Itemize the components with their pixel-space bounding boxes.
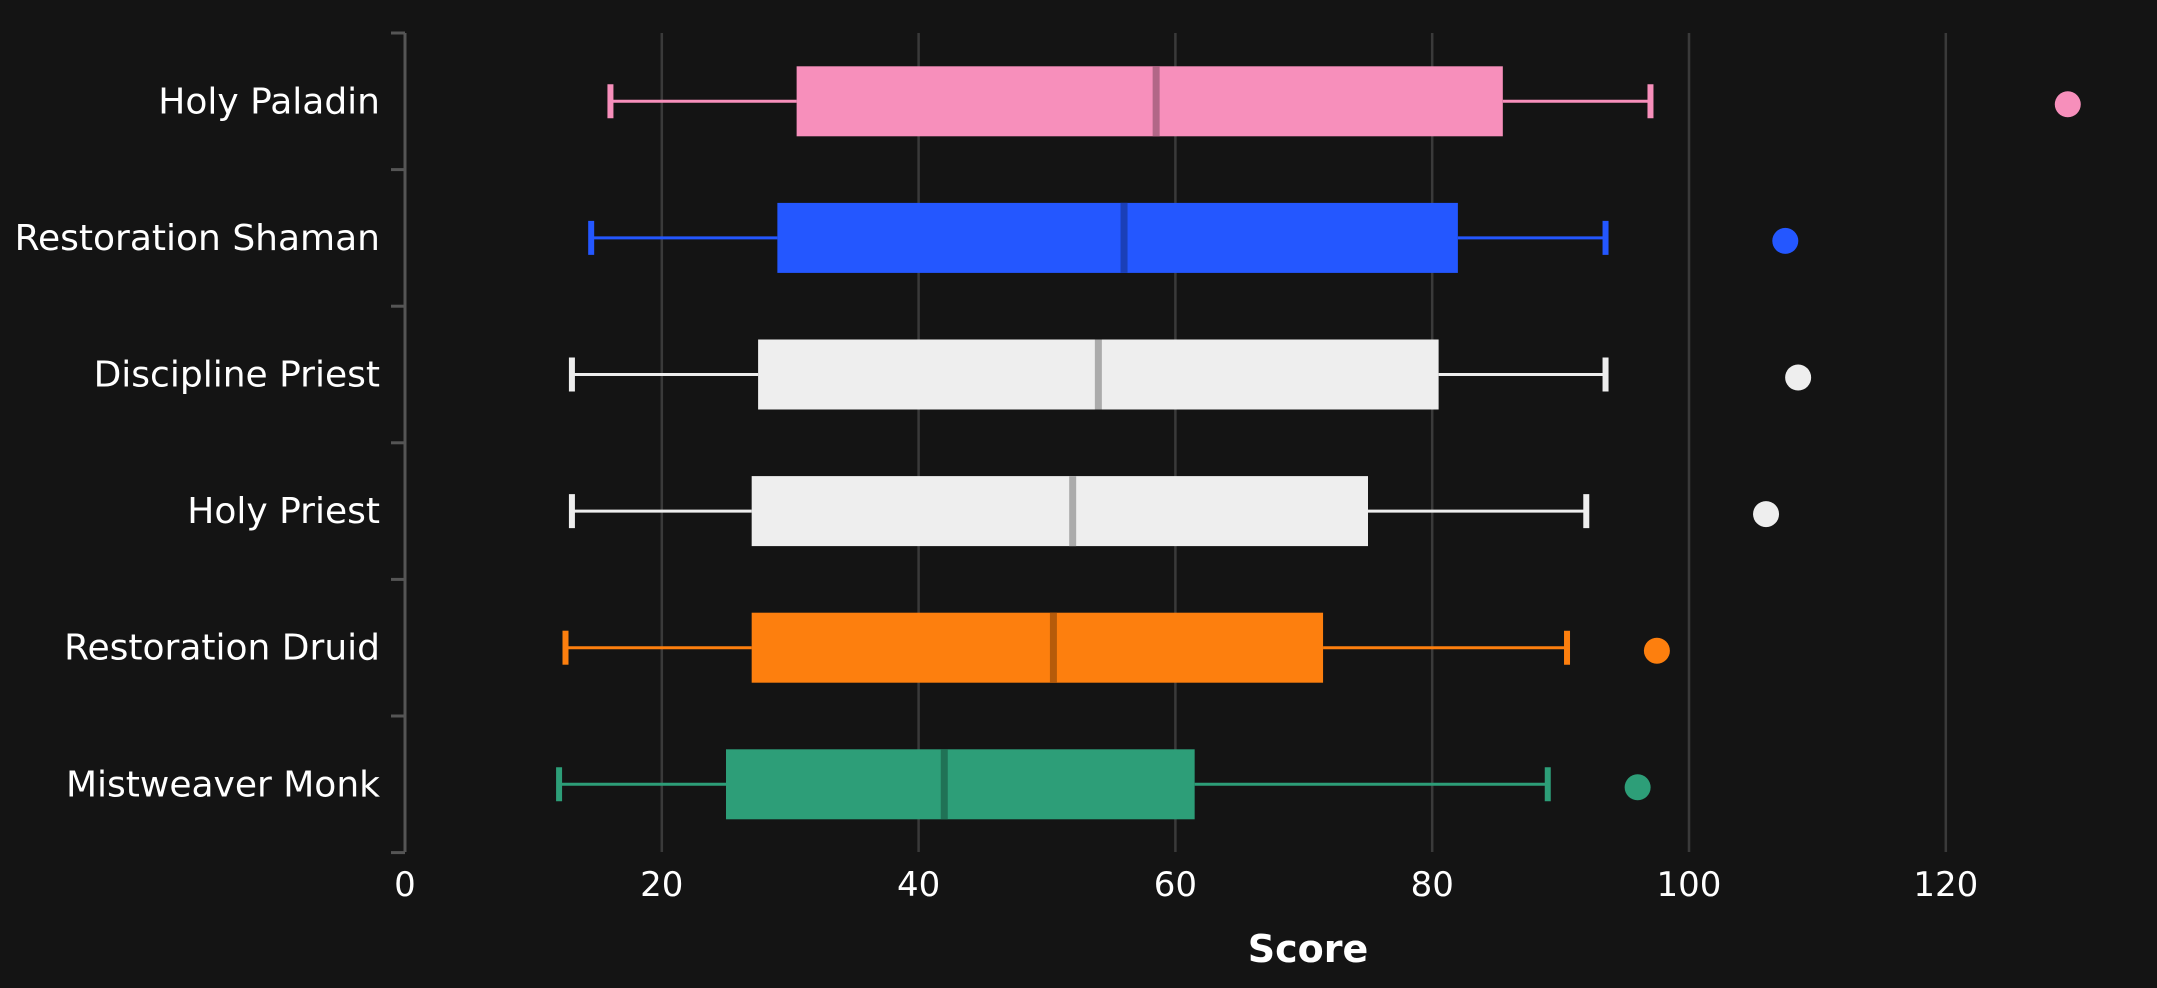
x-tick-label: 80 [1411, 865, 1454, 905]
x-tick-label: 120 [1913, 865, 1978, 905]
box-mistweaver-monk [556, 749, 1651, 820]
box-restoration-shaman [588, 202, 1799, 273]
x-tick-label: 20 [640, 865, 683, 905]
box-series [556, 66, 2081, 820]
x-axis-title: Score [1248, 927, 1369, 971]
axes: 0 20 40 60 80 100 120 Holy Paladin Restoration S… [15, 31, 1978, 905]
box-holy-paladin [607, 66, 2081, 137]
box-iqr [777, 202, 1458, 273]
box-iqr [796, 66, 1503, 137]
x-tick-label: 40 [897, 865, 940, 905]
box-iqr [751, 476, 1368, 547]
outlier-point [1753, 501, 1780, 528]
y-category-label: Mistweaver Monk [66, 764, 380, 805]
y-category-label: Holy Priest [187, 491, 380, 532]
outlier-point [1772, 227, 1799, 254]
y-category-label: Discipline Priest [94, 355, 380, 396]
outlier-point [1643, 637, 1670, 664]
box-restoration-druid [562, 612, 1670, 683]
x-tick-label: 60 [1154, 865, 1197, 905]
box-discipline-priest [568, 339, 1812, 410]
grid-lines [660, 33, 1948, 852]
box-iqr [726, 749, 1195, 820]
x-tick-label: 100 [1657, 865, 1722, 905]
x-tick-label: 0 [394, 865, 416, 905]
y-category-label: Restoration Shaman [15, 218, 380, 259]
box-iqr [751, 612, 1324, 683]
y-category-label: Restoration Druid [64, 628, 380, 669]
outlier-point [2054, 91, 2081, 118]
outlier-point [1624, 774, 1651, 801]
outlier-point [1785, 364, 1812, 391]
box-holy-priest [568, 476, 1780, 547]
y-category-label: Holy Paladin [158, 81, 380, 122]
